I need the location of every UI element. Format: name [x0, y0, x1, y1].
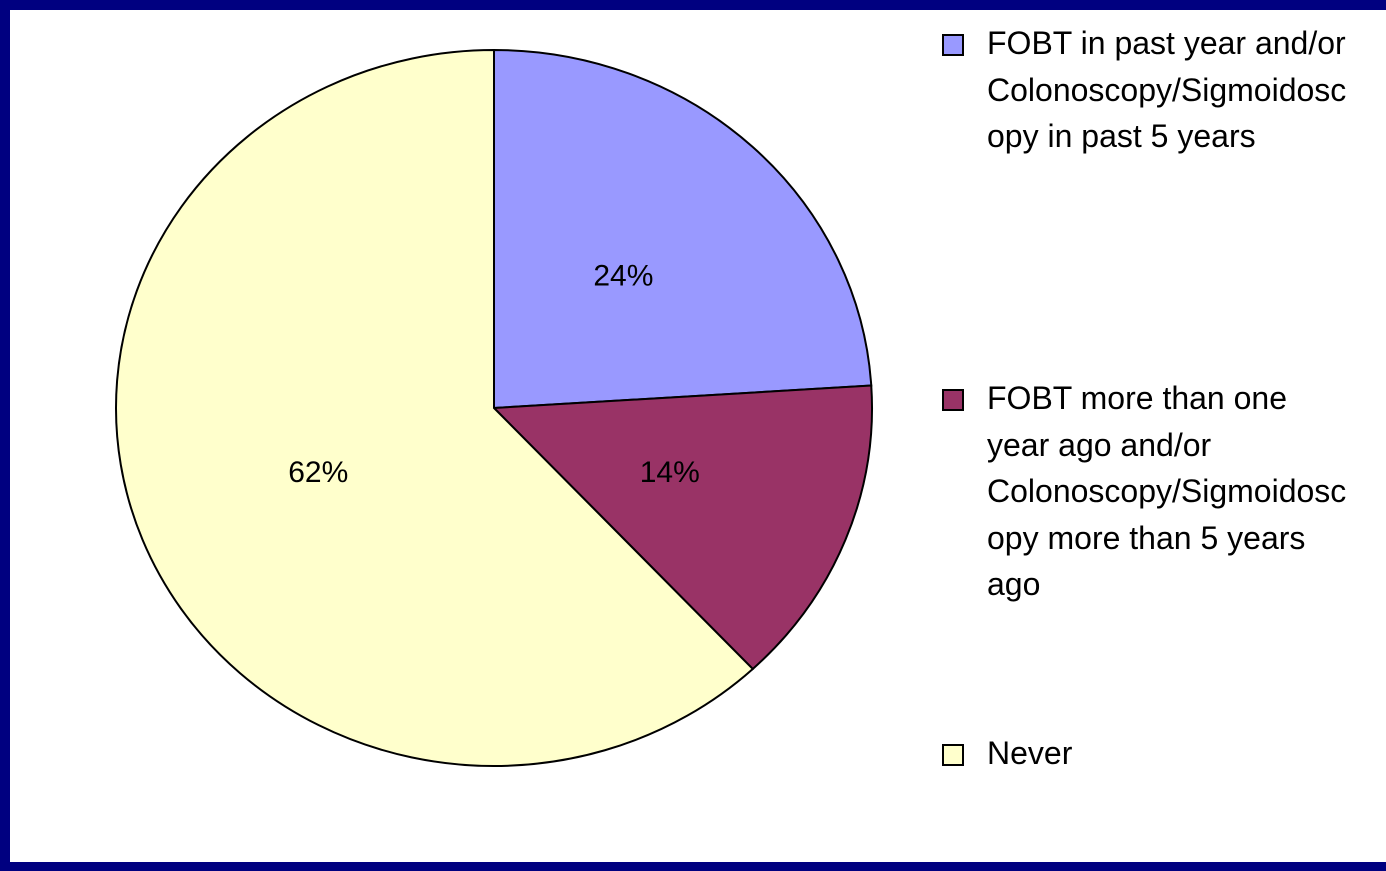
legend-swatch — [942, 389, 964, 411]
legend-label: Never — [987, 735, 1073, 771]
data-label: 14% — [640, 456, 700, 489]
legend-label: FOBT in past year and/or Colonoscopy/Sig… — [987, 25, 1347, 154]
pie-slice — [493, 48, 873, 410]
data-label: 62% — [288, 456, 348, 489]
pie-slice — [115, 48, 755, 767]
legend-swatch — [942, 744, 964, 766]
legend-label: FOBT more than one year ago and/or Colon… — [987, 380, 1347, 602]
pie-slice — [491, 384, 873, 671]
data-label: 24% — [593, 259, 653, 292]
legend-swatch — [942, 34, 964, 56]
